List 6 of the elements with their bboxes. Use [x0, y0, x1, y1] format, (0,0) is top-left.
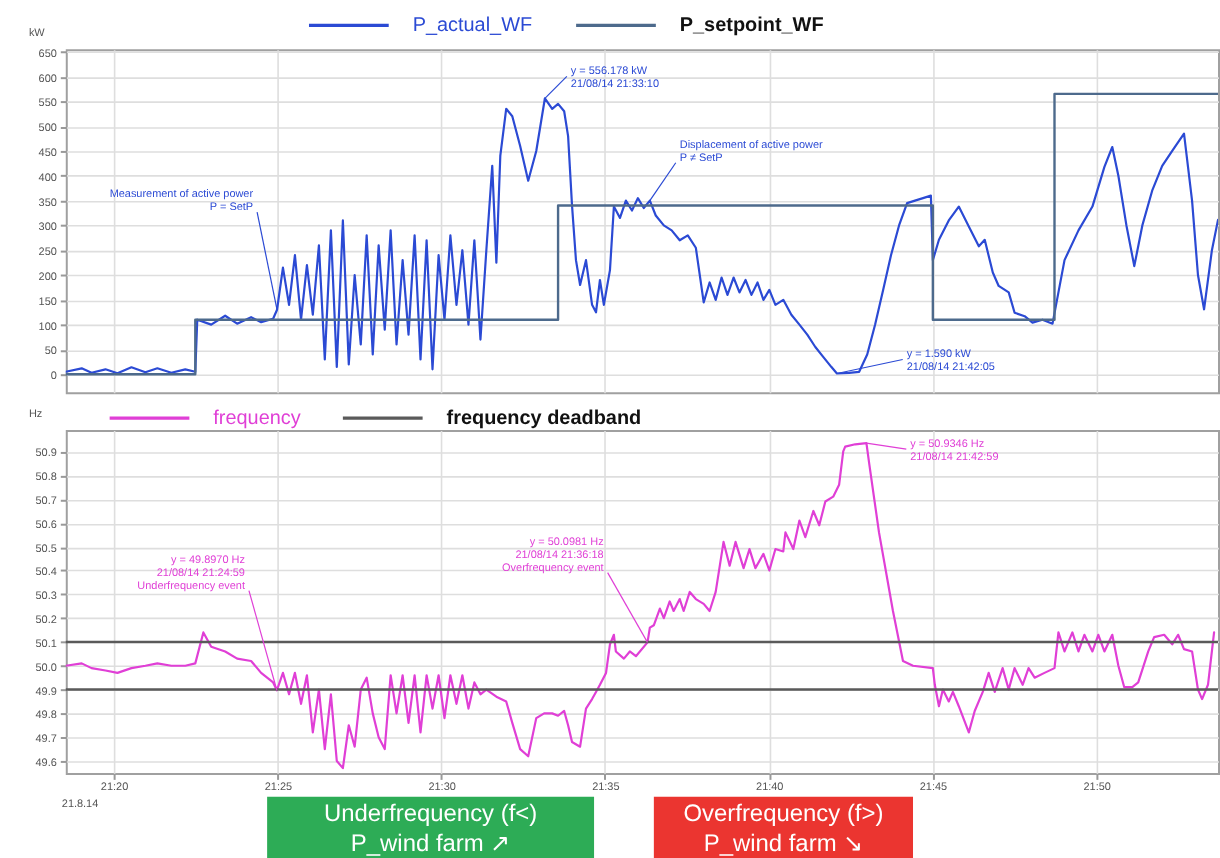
- legend-label: frequency deadband: [446, 408, 642, 431]
- legend-label: frequency: [213, 408, 301, 431]
- text: Underfrequency (f<) P_wind farm ↗: [323, 798, 538, 857]
- legend-label: P_actual_WF: [412, 15, 533, 38]
- legend-label: P_setpoint_WF: [679, 15, 824, 38]
- text: Overfrequency (f>) P_wind farm ↘: [683, 798, 884, 857]
